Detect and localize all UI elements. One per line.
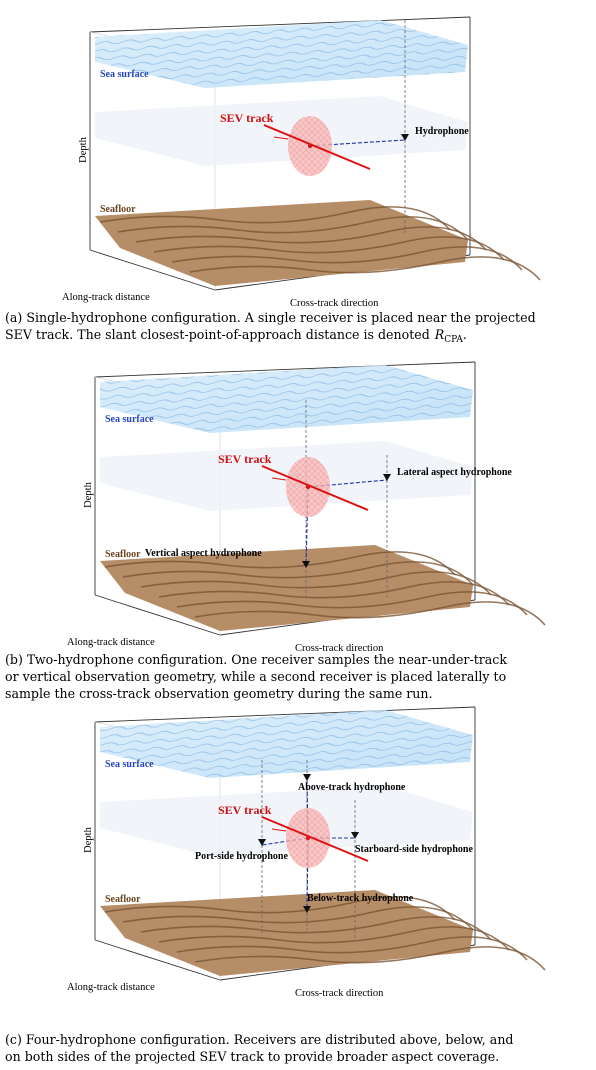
caption-end: .	[463, 327, 467, 342]
sev-track-label: SEV track	[218, 803, 272, 817]
hydrophone	[351, 832, 359, 839]
seafloor-ridge	[122, 906, 474, 931]
axis-label: Cross-track direction	[295, 988, 384, 999]
sea-surface-label: Sea surface	[105, 414, 154, 425]
box-edge	[89, 16, 471, 33]
caption-subscript: CPA	[444, 335, 463, 345]
sea-surface-label: Sea surface	[105, 759, 154, 770]
sea-surface-waves	[100, 365, 473, 433]
seafloor-ridge	[194, 601, 546, 626]
sev-point	[306, 836, 310, 840]
hydrophone	[303, 774, 311, 781]
hydrophone-label: Below-track hydrophone	[307, 893, 414, 904]
hydrophone	[401, 134, 409, 141]
box-edge	[94, 939, 221, 981]
caption-text: sample the cross-track observation geome…	[5, 686, 433, 701]
seafloor-label: Seafloor	[100, 204, 136, 215]
sev-point	[306, 485, 310, 489]
box-edge	[94, 594, 221, 636]
sea-surface-waves	[100, 710, 473, 778]
sev-tick	[271, 477, 287, 481]
hydrophone	[383, 474, 391, 481]
sev-track	[261, 465, 369, 511]
seafloor-ridge	[158, 581, 510, 606]
hydrophone-label: Vertical aspect hydrophone	[145, 548, 262, 559]
seafloor-ridge	[122, 561, 474, 586]
sev-track	[263, 124, 371, 170]
hydrophone	[302, 561, 310, 568]
hydrophone-label: Above-track hydrophone	[298, 782, 406, 793]
caption: on both sides of the projected SEV track…	[5, 1049, 499, 1064]
axis-label: Along-track distance	[67, 637, 155, 648]
caption-text: or vertical observation geometry, while …	[5, 669, 506, 684]
caption-symbol: R	[434, 327, 445, 342]
hydrophone	[303, 906, 311, 913]
axis-label: Depth	[83, 481, 94, 507]
hydrophone-label: Port-side hydrophone	[195, 851, 288, 862]
hydrophone-label: Starboard-side hydrophone	[355, 844, 473, 855]
axis-label: Along-track distance	[67, 982, 155, 993]
sev-track	[261, 816, 369, 862]
caption-text: (a) Single-hydrophone configuration. A s…	[5, 310, 536, 325]
seafloor-label: Seafloor	[105, 894, 141, 905]
caption: (b) Two-hydrophone configuration. One re…	[5, 652, 507, 667]
seafloor-ridge	[194, 946, 546, 971]
seafloor-ridge	[176, 936, 528, 961]
axis-label: Depth	[78, 136, 89, 162]
seafloor-ridge	[158, 926, 510, 951]
seafloor-ridge	[99, 206, 451, 231]
axis-label: Depth	[83, 826, 94, 852]
sea-surface-label: Sea surface	[100, 69, 149, 80]
hydrophone-label: Lateral aspect hydrophone	[397, 467, 512, 478]
depth-plane	[95, 96, 468, 166]
panel: Lateral aspect hydrophone Vertical aspect…	[5, 361, 546, 701]
seafloor-ridge	[140, 916, 492, 941]
sev-track-label: SEV track	[220, 111, 274, 125]
seafloor-ridge	[153, 236, 505, 261]
axis-label: Along-track distance	[62, 292, 150, 303]
caption: sample the cross-track observation geome…	[5, 686, 433, 701]
caption: or vertical observation geometry, while …	[5, 669, 506, 684]
sev-tick	[273, 136, 289, 140]
seafloor-ridge	[176, 591, 528, 616]
caption-text: on both sides of the projected SEV track…	[5, 1049, 499, 1064]
box-edge	[94, 706, 476, 723]
seafloor-ridge	[171, 246, 523, 271]
axis-label: Cross-track direction	[290, 298, 379, 309]
seafloor-label: Seafloor	[105, 549, 141, 560]
axis-label: Cross-track direction	[295, 643, 384, 654]
sev-tick	[271, 828, 287, 832]
depth-plane	[100, 786, 473, 856]
box-edge	[94, 361, 476, 378]
sea-surface-waves	[95, 20, 468, 88]
caption-text: (c) Four-hydrophone configuration. Recei…	[5, 1032, 514, 1047]
hydrophone-label: Hydrophone	[415, 126, 469, 137]
hydrophone	[258, 839, 266, 846]
caption: SEV track. The slant closest-point-of-ap…	[5, 327, 467, 345]
caption-text: (b) Two-hydrophone configuration. One re…	[5, 652, 507, 667]
seafloor-ridge	[104, 896, 456, 921]
panel: Above-track hydrophone Port-side hydropho…	[5, 706, 546, 1064]
caption-text: SEV track. The slant closest-point-of-ap…	[5, 327, 430, 342]
sev-track-label: SEV track	[218, 452, 272, 466]
caption: (a) Single-hydrophone configuration. A s…	[5, 310, 536, 325]
seafloor-ridge	[140, 571, 492, 596]
seafloor-ridge	[117, 216, 469, 241]
seafloor-ridge	[135, 226, 487, 251]
seafloor-ridge	[104, 551, 456, 576]
panel: Hydrophone Sea surface SEV track Seafloor De…	[5, 16, 541, 345]
sev-point	[308, 144, 312, 148]
caption: (c) Four-hydrophone configuration. Recei…	[5, 1032, 514, 1047]
seafloor-ridge	[189, 256, 541, 281]
box-edge	[89, 249, 216, 291]
